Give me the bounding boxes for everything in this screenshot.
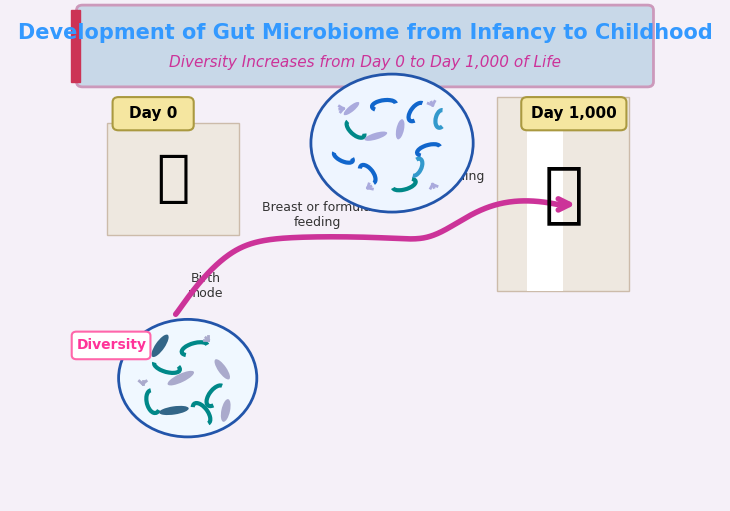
Ellipse shape	[215, 359, 230, 380]
Bar	[527, 97, 564, 291]
Bar	[107, 123, 239, 235]
Ellipse shape	[159, 406, 188, 415]
Text: Development of Gut Microbiome from Infancy to Childhood: Development of Gut Microbiome from Infan…	[18, 23, 712, 43]
Bar	[497, 97, 629, 291]
Ellipse shape	[364, 131, 387, 141]
Text: Diversity Increases from Day 0 to Day 1,000 of Life: Diversity Increases from Day 0 to Day 1,…	[169, 55, 561, 70]
Ellipse shape	[151, 335, 169, 357]
Circle shape	[311, 74, 473, 212]
Circle shape	[118, 319, 257, 437]
Text: Weaning: Weaning	[431, 170, 485, 183]
Text: Day 1,000: Day 1,000	[531, 106, 617, 121]
Bar	[71, 10, 80, 82]
Ellipse shape	[344, 102, 359, 115]
FancyBboxPatch shape	[77, 5, 653, 87]
Text: Breast or formula
feeding: Breast or formula feeding	[262, 201, 372, 228]
FancyBboxPatch shape	[72, 332, 150, 359]
Text: Day 0: Day 0	[129, 106, 177, 121]
Text: Birth
mode: Birth mode	[188, 272, 223, 300]
Ellipse shape	[168, 371, 194, 385]
Ellipse shape	[396, 119, 404, 140]
Text: Diversity: Diversity	[77, 338, 147, 353]
Text: 👶: 👶	[156, 152, 189, 206]
FancyBboxPatch shape	[112, 97, 193, 130]
Ellipse shape	[221, 399, 231, 422]
FancyBboxPatch shape	[521, 97, 626, 130]
Text: 🧒: 🧒	[543, 161, 583, 227]
